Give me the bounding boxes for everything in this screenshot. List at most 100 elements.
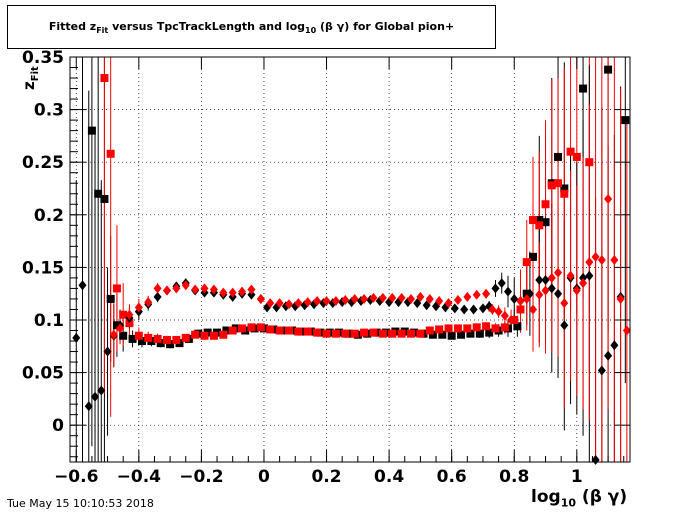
data-point-square: [388, 329, 397, 338]
data-point-diamond: [303, 297, 312, 308]
data-point-square: [472, 323, 481, 332]
y-axis-title: zFit: [20, 66, 41, 90]
data-point-diamond: [388, 292, 397, 303]
x-tick-label: 0.6: [437, 467, 467, 487]
data-point-diamond: [103, 346, 112, 357]
data-point-square: [360, 328, 369, 337]
y-tick-label: 0.15: [22, 258, 64, 278]
data-point-square: [100, 195, 109, 204]
data-point-diamond: [541, 285, 550, 296]
data-point-diamond: [566, 270, 575, 281]
data-point-diamond: [200, 283, 209, 294]
data-point-diamond: [469, 304, 478, 315]
data-point-square: [566, 147, 575, 156]
data-point-square: [247, 323, 256, 332]
x-tick-label: 0.8: [499, 467, 529, 487]
data-point-diamond: [507, 314, 516, 325]
data-point-diamond: [554, 288, 563, 299]
data-point-square: [547, 181, 556, 190]
data-point-square: [560, 189, 569, 198]
data-point-square: [585, 158, 594, 167]
data-point-diamond: [72, 332, 81, 343]
data-point-diamond: [247, 284, 256, 295]
data-point-diamond: [313, 296, 322, 307]
x-tick-label: −0.6: [54, 467, 98, 487]
data-point-square: [112, 284, 121, 293]
data-point-square: [554, 152, 563, 161]
data-point-diamond: [472, 289, 481, 300]
data-point-square: [447, 331, 456, 340]
data-point-diamond: [256, 293, 265, 304]
data-point-diamond: [491, 283, 500, 294]
x-tick-label: −0.4: [117, 467, 162, 487]
data-point-diamond: [322, 296, 331, 307]
data-point-diamond: [172, 283, 181, 294]
data-point-square: [191, 330, 200, 339]
data-point-diamond: [547, 283, 556, 294]
data-point-diamond: [84, 401, 93, 412]
data-point-square: [516, 305, 525, 314]
data-point-square: [303, 327, 312, 336]
data-point-diamond: [560, 320, 569, 331]
data-point-square: [554, 179, 563, 188]
data-point-diamond: [228, 287, 237, 298]
data-point-square: [100, 74, 109, 83]
y-tick-label: 0.1: [34, 311, 64, 331]
data-point-square: [416, 329, 425, 338]
data-point-diamond: [238, 286, 247, 297]
x-tick-label: −0.2: [179, 467, 223, 487]
y-tick-label: 0.2: [34, 206, 64, 226]
data-point-square: [266, 325, 275, 334]
data-point-diamond: [407, 293, 416, 304]
data-point-diamond: [616, 293, 625, 304]
data-point-square: [119, 331, 128, 340]
data-point-diamond: [622, 325, 631, 336]
data-point-diamond: [554, 267, 563, 278]
data-point-diamond: [610, 340, 619, 351]
data-point-diamond: [275, 298, 284, 309]
data-point-diamond: [181, 280, 190, 291]
data-point-square: [275, 326, 284, 335]
data-point-diamond: [134, 302, 143, 313]
data-point-diamond: [579, 272, 588, 283]
data-point-diamond: [497, 278, 506, 289]
data-point-square: [106, 294, 115, 303]
data-point-diamond: [460, 304, 469, 315]
data-point-square: [438, 330, 447, 339]
data-point-square: [200, 331, 209, 340]
data-point-square: [491, 324, 500, 333]
data-point-diamond: [97, 385, 106, 396]
data-point-diamond: [547, 272, 556, 283]
error-bars: [75, 57, 628, 462]
data-point-square: [87, 126, 96, 135]
data-point-square: [313, 328, 322, 337]
data-point-square: [144, 333, 153, 342]
data-point-square: [166, 340, 175, 349]
data-point-diamond: [572, 285, 581, 296]
tick-labels: −0.6 −0.4 −0.2 0 0.2 0.4 0.6 0.8 1 0 0.05 0.1 0.15 0.…: [22, 48, 583, 487]
data-point-square: [428, 330, 437, 339]
data-point-square: [134, 331, 143, 340]
plot-frame: [69, 56, 631, 463]
data-point-square: [529, 216, 538, 225]
data-point-square: [482, 322, 491, 331]
data-point-square: [294, 327, 303, 336]
title-middle: versus TpcTrackLength and log: [108, 20, 306, 33]
data-point-square: [535, 216, 544, 225]
data-point-square: [444, 324, 453, 333]
data-point-diamond: [294, 298, 303, 309]
data-point-square: [397, 329, 406, 338]
data-point-square: [475, 329, 484, 338]
data-point-diamond: [331, 296, 340, 307]
data-point-square: [238, 324, 247, 333]
data-point-square: [222, 326, 231, 335]
data-point-diamond: [91, 391, 100, 402]
data-point-diamond: [541, 275, 550, 286]
data-point-diamond: [444, 298, 453, 309]
data-point-square: [463, 324, 472, 333]
data-point-diamond: [585, 270, 594, 281]
data-point-square: [256, 323, 265, 332]
data-point-square: [156, 339, 165, 348]
data-point-diamond: [162, 285, 171, 296]
